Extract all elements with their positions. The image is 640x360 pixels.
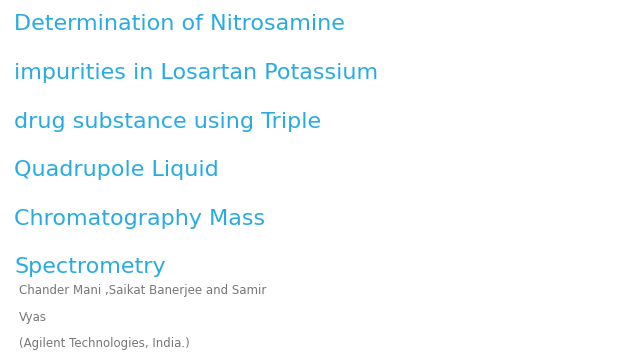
Text: Spectrometry: Spectrometry bbox=[14, 257, 166, 278]
Text: impurities in Losartan Potassium: impurities in Losartan Potassium bbox=[14, 63, 378, 83]
Text: Determination of Nitrosamine: Determination of Nitrosamine bbox=[14, 14, 345, 35]
Text: Chander Mani ,Saikat Banerjee and Samir: Chander Mani ,Saikat Banerjee and Samir bbox=[19, 284, 267, 297]
Text: Chromatography Mass: Chromatography Mass bbox=[14, 209, 265, 229]
Text: Quadrupole Liquid: Quadrupole Liquid bbox=[14, 160, 219, 180]
Text: (Agilent Technologies, India.): (Agilent Technologies, India.) bbox=[19, 337, 190, 350]
Text: drug substance using Triple: drug substance using Triple bbox=[14, 112, 321, 132]
Text: Vyas: Vyas bbox=[19, 311, 47, 324]
